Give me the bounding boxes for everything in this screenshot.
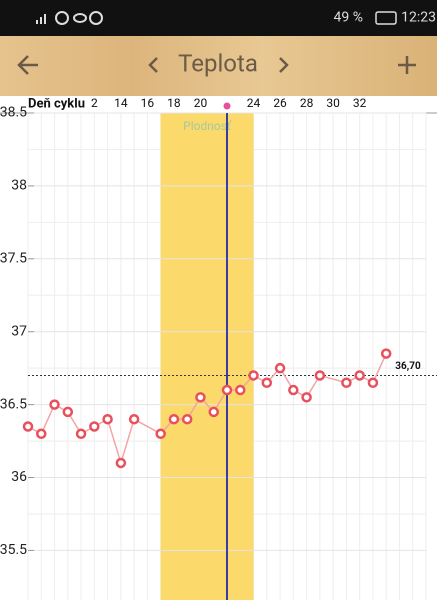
temp-point (155, 428, 166, 440)
x-tick-label: 18 (167, 96, 181, 110)
temp-point (354, 370, 365, 381)
fertile-window (160, 113, 254, 600)
next-button[interactable] (279, 57, 289, 73)
reference-label: 36,70 (395, 361, 421, 372)
y-tick-label: 37 (11, 323, 27, 339)
temp-point (235, 384, 246, 396)
clock: 12:23 (401, 10, 436, 26)
temp-point (367, 377, 379, 388)
temp-point (195, 392, 206, 403)
x-tick-label: 30 (326, 96, 340, 110)
y-tick-label: 35.5 (0, 542, 27, 558)
temp-point (380, 348, 392, 359)
x-tick-label: 14 (114, 96, 128, 110)
status-icons (36, 11, 397, 25)
fertile-label: Plodnosť (183, 119, 232, 133)
y-tick-label: 37.5 (0, 251, 27, 267)
temp-point (341, 377, 352, 388)
temp-point (36, 428, 47, 440)
temp-point (248, 370, 259, 381)
temp-point (261, 377, 273, 388)
temp-point (181, 413, 193, 425)
back-button[interactable] (17, 55, 38, 75)
add-button[interactable] (398, 56, 416, 74)
temp-point (301, 392, 312, 403)
temp-point (221, 384, 233, 396)
temp-point (314, 370, 326, 381)
temp-point (62, 406, 74, 418)
prev-button[interactable] (148, 57, 158, 73)
y-tick-label: 38.5 (0, 105, 27, 121)
temp-point (22, 421, 34, 432)
temp-point (115, 457, 127, 469)
x-tick-label: 2 (91, 96, 98, 110)
header-title: Teplota (178, 49, 258, 77)
temp-point (168, 413, 180, 425)
today-dot (223, 102, 231, 110)
y-tick-label: 38 (11, 178, 27, 194)
x-tick-label: 16 (141, 96, 155, 110)
temp-point (75, 428, 87, 440)
x-axis-label: Deň cyklu (28, 96, 85, 111)
x-tick-label: 32 (353, 96, 367, 110)
header (0, 36, 437, 96)
y-tick-label: 36.5 (0, 396, 27, 412)
temp-point (102, 413, 113, 425)
temp-point (128, 413, 140, 425)
temp-point (49, 399, 60, 410)
x-tick-label: 20 (194, 96, 208, 110)
x-tick-label: 28 (300, 96, 314, 110)
battery: 49 % (334, 10, 363, 26)
temp-point (208, 406, 219, 418)
x-tick-label: 24 (247, 96, 261, 110)
temp-point (288, 384, 299, 396)
y-tick-label: 36 (11, 469, 27, 485)
status-bar (0, 0, 437, 36)
temp-point (274, 362, 286, 374)
temp-point (89, 421, 100, 432)
x-tick-label: 26 (273, 96, 287, 110)
